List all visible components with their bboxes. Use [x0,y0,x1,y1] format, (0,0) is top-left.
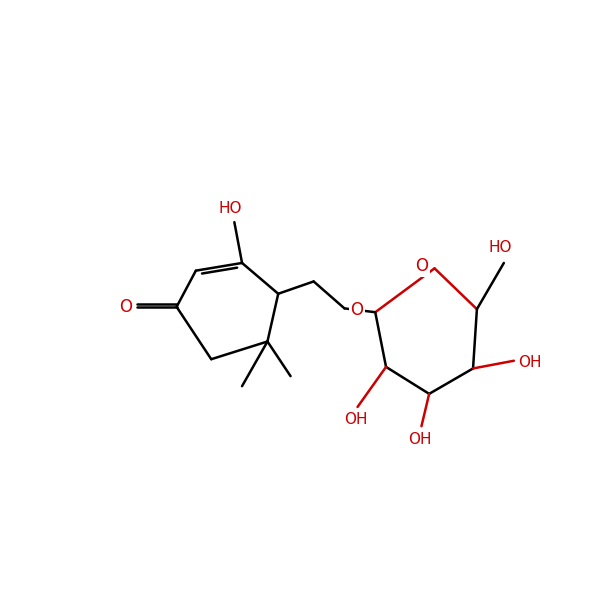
Text: OH: OH [344,412,368,427]
Text: HO: HO [219,201,242,216]
Text: HO: HO [488,240,512,255]
Text: OH: OH [408,432,431,447]
Text: O: O [350,301,364,319]
Text: O: O [119,298,132,316]
Text: OH: OH [518,355,541,370]
Text: O: O [415,257,428,275]
